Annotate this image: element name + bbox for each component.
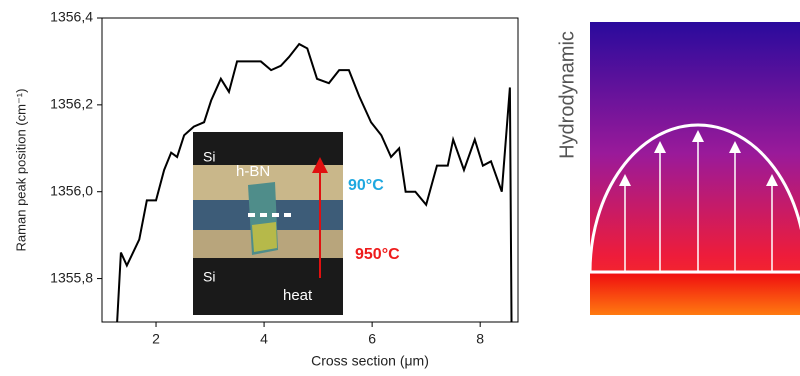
annotations: Si h-BN Si heat 90°C 950°C xyxy=(203,149,400,304)
annotation: Si xyxy=(203,149,215,165)
y-tick-label: 1355,8 xyxy=(50,269,93,285)
annotation: 90°C xyxy=(348,177,384,194)
hydrodynamic-diagram xyxy=(588,22,800,315)
x-tick-label: 6 xyxy=(368,331,376,347)
y-axis-label: Raman peak position (cm⁻¹) xyxy=(13,89,28,252)
diagram-label: Hydrodynamic xyxy=(556,31,578,159)
x-tick-label: 2 xyxy=(152,331,160,347)
plot: 1355,8 1356,0 1356,2 1356,4 2 4 6 8 xyxy=(50,9,519,347)
inset-photo xyxy=(193,132,343,315)
plot-frame xyxy=(101,17,519,323)
annotation: heat xyxy=(283,287,313,304)
annotation: Si xyxy=(203,269,215,285)
y-tick-label: 1356,2 xyxy=(50,96,93,112)
x-tick-label: 8 xyxy=(476,331,484,347)
annotation: h-BN xyxy=(236,163,270,180)
x-tick-label: 4 xyxy=(260,331,268,347)
annotation: 950°C xyxy=(355,246,400,263)
y-tick-label: 1356,4 xyxy=(50,9,93,25)
data-line xyxy=(116,42,513,323)
y-tick-label: 1356,0 xyxy=(50,182,93,198)
x-axis-label: Cross section (μm) xyxy=(311,353,429,369)
